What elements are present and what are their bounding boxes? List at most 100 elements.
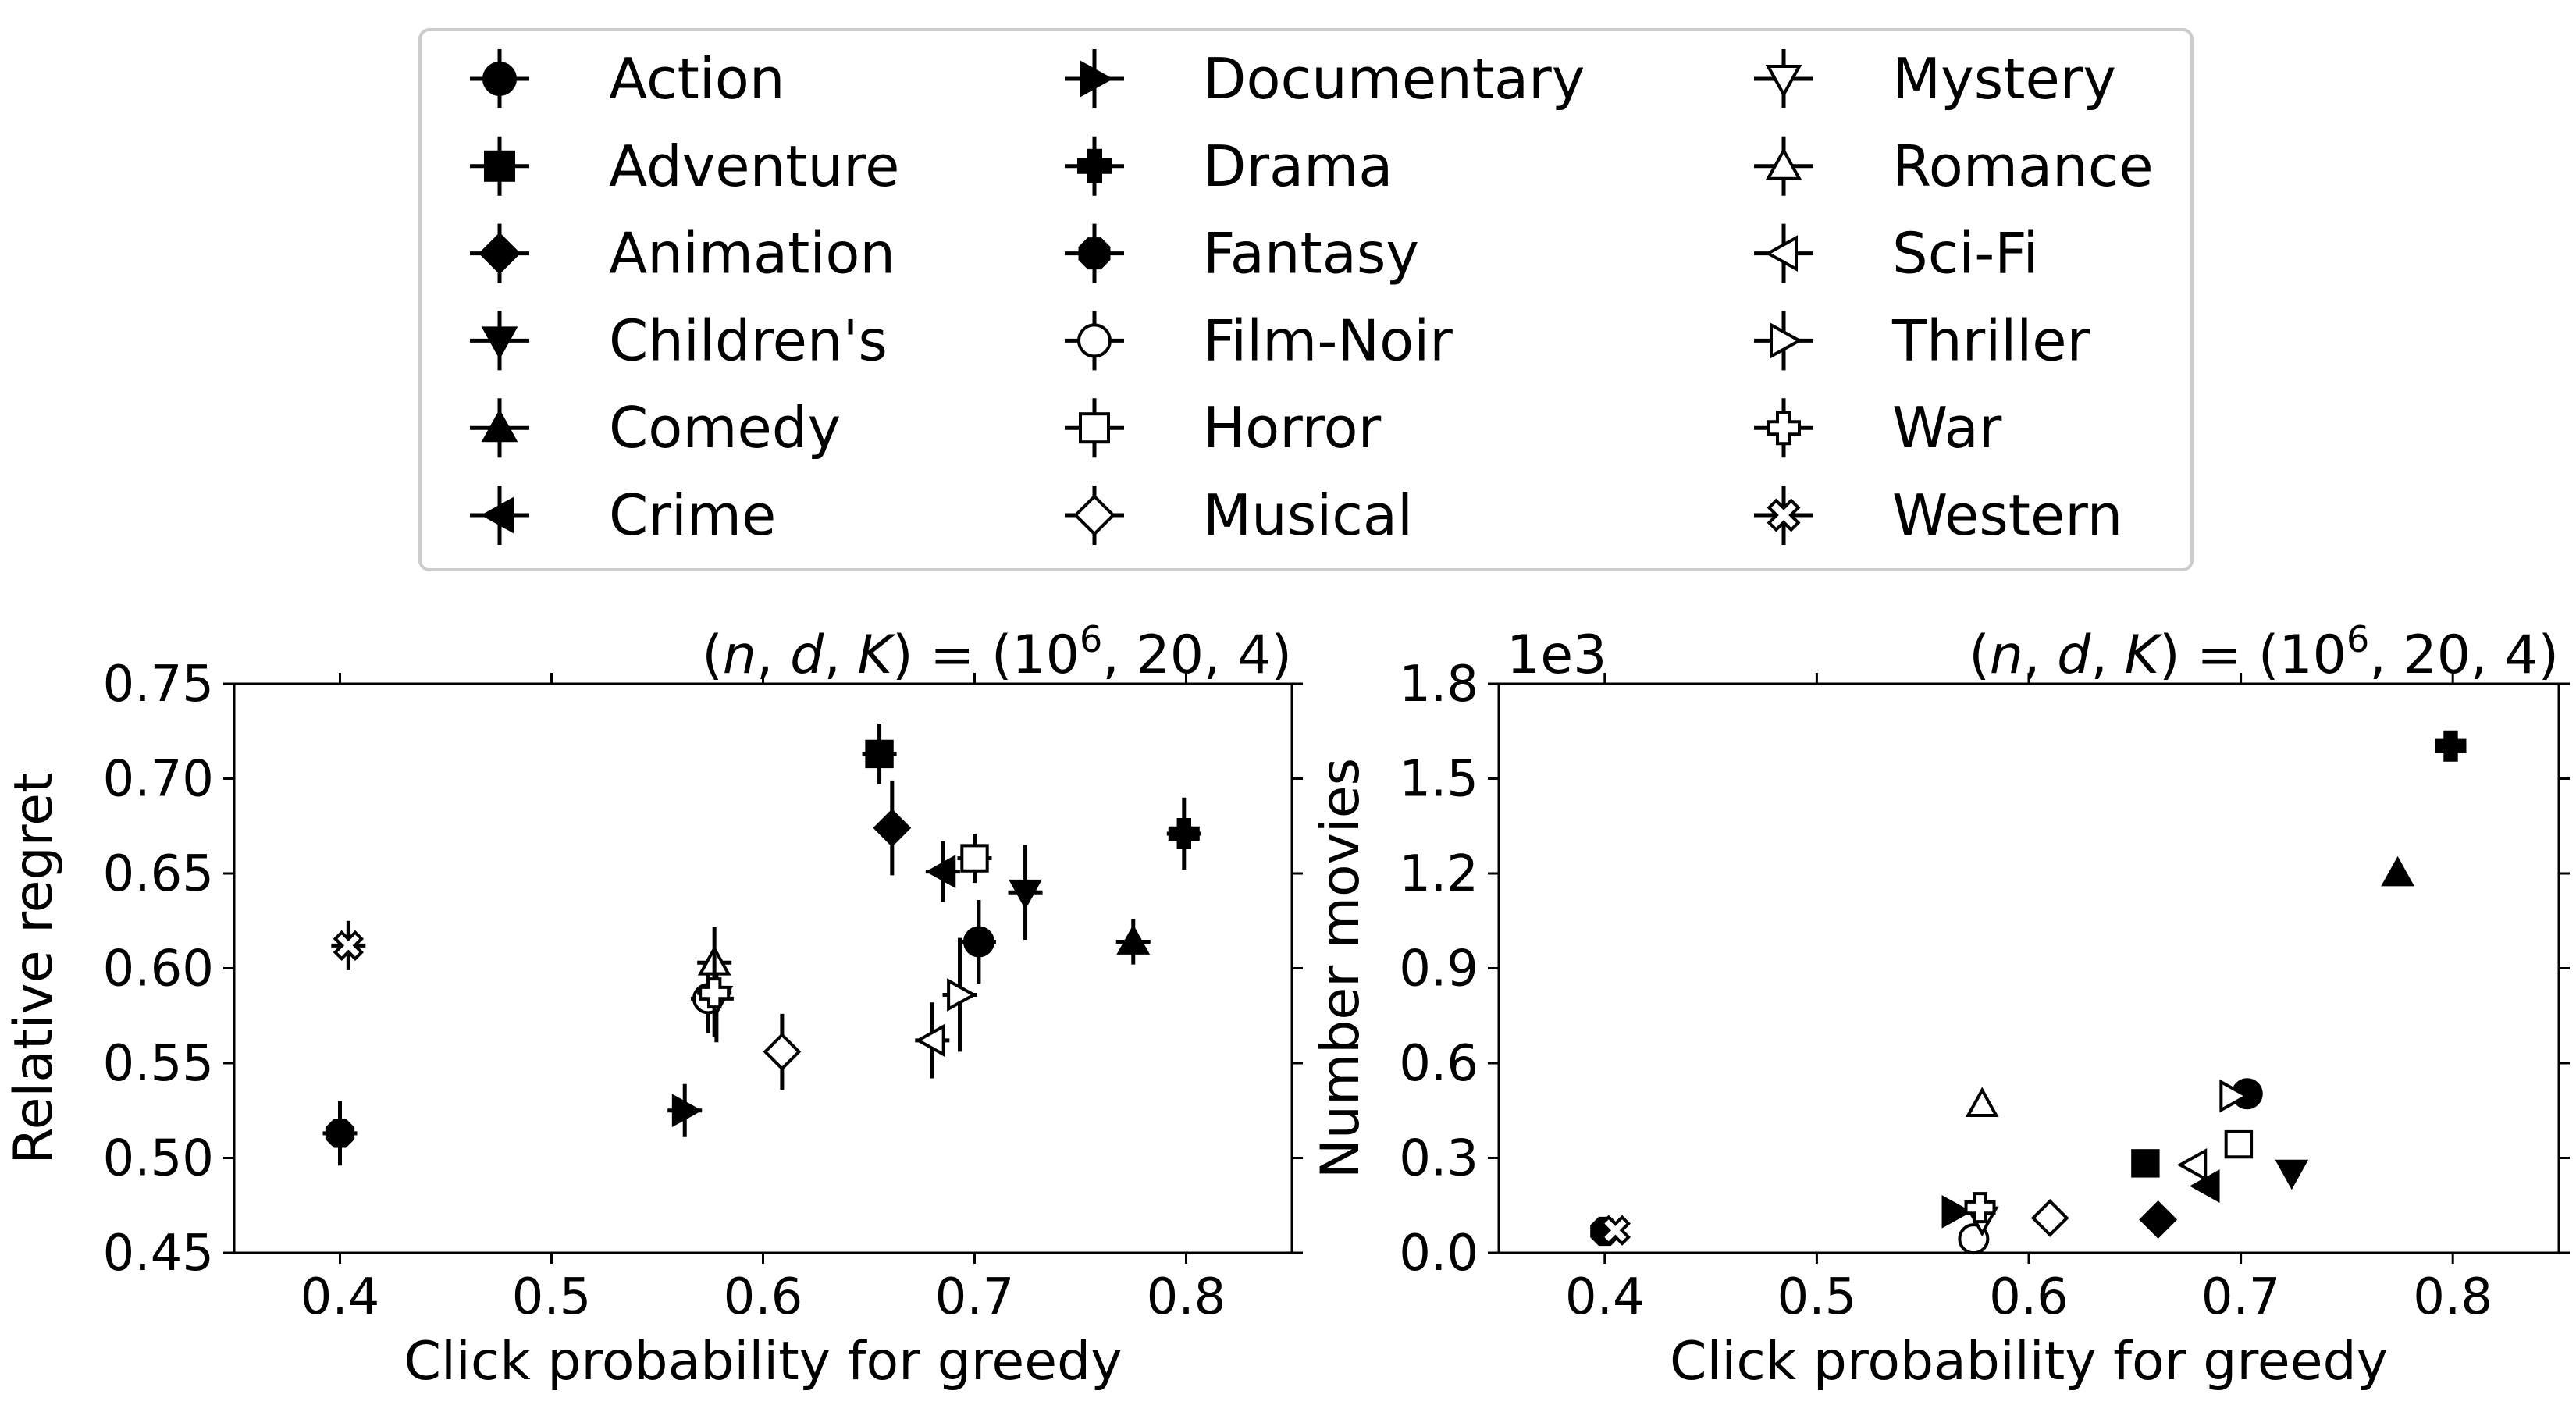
legend-marker-crime-icon [480, 496, 514, 534]
marker-fantasy [325, 1119, 355, 1148]
y-tick-label: 0.75 [103, 656, 215, 713]
legend-marker-animation-icon [479, 232, 521, 275]
marker-thriller [2219, 1079, 2250, 1113]
x-axis-label: Click probability for greedy [1670, 1331, 2388, 1393]
marker-adventure [865, 739, 894, 769]
marker-war [699, 977, 731, 1009]
legend-marker-horror-icon [1079, 412, 1110, 444]
legend-marker-thriller-icon [1770, 322, 1803, 359]
legend-marker-action-icon [482, 62, 517, 96]
legend-label-thriller: Thriller [1891, 308, 2090, 373]
marker-musical [2030, 1199, 2069, 1237]
marker-animation [873, 809, 912, 848]
legend-item-western: Western [1754, 482, 2122, 548]
data-point-adventure [862, 724, 897, 784]
marker-romance [1965, 1087, 1999, 1118]
legend-label-documentary: Documentary [1203, 46, 1585, 112]
legend-item-romance: Romance [1754, 133, 2154, 199]
data-point-documentary [667, 1083, 703, 1137]
y-tick-label: 1.2 [1399, 845, 1478, 903]
marker-comedy [2381, 855, 2414, 887]
x-tick-label: 0.8 [2413, 1268, 2492, 1326]
marker-western [1599, 1215, 1631, 1246]
x-tick-label: 0.7 [2201, 1268, 2281, 1326]
x-tick-label: 0.4 [301, 1268, 380, 1326]
y-tick-label: 1.8 [1399, 656, 1478, 713]
legend-marker-sci-fi-icon [1764, 235, 1798, 272]
data-point-musical [2030, 1199, 2069, 1237]
marker-documentary [1941, 1194, 1973, 1229]
legend-item-musical: Musical [1065, 482, 1413, 548]
legend-marker-adventure-icon [484, 150, 515, 182]
legend-item-sci-fi: Sci-Fi [1754, 221, 2038, 286]
y-tick-label: 0.9 [1399, 941, 1478, 998]
data-point-children-s [2275, 1159, 2309, 1190]
data-point-western [1599, 1215, 1631, 1246]
legend-label-horror: Horror [1203, 395, 1382, 461]
legend-frame [418, 28, 2194, 571]
marker-sci-fi [2176, 1148, 2208, 1182]
data-point-drama [2435, 730, 2467, 762]
marker-animation [2139, 1200, 2178, 1239]
legend-item-documentary: Documentary [1065, 46, 1585, 112]
legend-label-romance: Romance [1892, 133, 2154, 199]
legend-item-mystery: Mystery [1754, 46, 2116, 112]
marker-documentary [671, 1094, 703, 1128]
y-scale-label: 1e3 [1507, 624, 1606, 686]
legend-marker-fantasy-icon [1078, 237, 1111, 270]
x-axis-label: Click probability for greedy [404, 1331, 1123, 1393]
x-tick-label: 0.6 [1989, 1268, 2069, 1326]
legend-marker-film-noir-icon [1077, 323, 1112, 358]
y-tick-label: 0.6 [1399, 1035, 1478, 1093]
legend-marker-drama-icon [1077, 148, 1112, 183]
marker-children-s [2275, 1159, 2309, 1190]
data-point-horror [2224, 1129, 2254, 1159]
x-tick-label: 0.7 [935, 1268, 1015, 1326]
legend-item-children-s: Children's [470, 308, 888, 373]
legend-label-war: War [1892, 395, 2002, 461]
legend-label-mystery: Mystery [1892, 46, 2116, 112]
data-point-children-s [1008, 845, 1043, 941]
legend-label-action: Action [609, 46, 785, 112]
data-point-sci-fi [915, 1002, 950, 1079]
panel-number-movies: 0.4 0.5 0.6 0.7 0.8 0.0 0.3 0.6 0.9 1.2 1.5 1.8 Clic… [1310, 618, 2570, 1393]
marker-sci-fi [915, 1023, 945, 1058]
legend-marker-western-icon [1767, 498, 1801, 532]
marker-children-s [1009, 879, 1042, 910]
marker-musical [763, 1032, 802, 1071]
y-tick-label: 0.60 [103, 941, 215, 998]
legend-label-musical: Musical [1203, 482, 1413, 548]
legend-item-animation: Animation [470, 221, 895, 286]
y-tick-label: 0.65 [103, 845, 215, 903]
data-point-animation [873, 780, 912, 876]
legend-label-drama: Drama [1203, 133, 1393, 199]
panel-title: (n, d, K) = (106, 20, 4) [1969, 618, 2559, 686]
legend-label-crime: Crime [609, 482, 776, 548]
data-point-sci-fi [2176, 1148, 2208, 1182]
legend-label-children-s: Children's [609, 308, 888, 373]
data-point-action [961, 900, 996, 984]
panel-relative-regret: 0.4 0.5 0.6 0.7 0.8 0.45 0.50 0.55 0.60 0.65 0.70 0… [3, 618, 1303, 1393]
data-point-horror [957, 833, 992, 884]
legend-item-war: War [1754, 395, 2002, 461]
y-tick-label: 0.45 [103, 1225, 215, 1282]
marker-war [1964, 1192, 1996, 1224]
data-point-adventure [2131, 1149, 2160, 1178]
data-point-documentary [1941, 1194, 1973, 1229]
marker-drama [2435, 730, 2467, 762]
x-tick-label: 0.8 [1147, 1268, 1226, 1326]
legend-item-film-noir: Film-Noir [1065, 308, 1453, 373]
data-point-crime [925, 841, 960, 902]
legend-marker-documentary-icon [1080, 60, 1114, 98]
y-tick-label: 0.55 [103, 1035, 215, 1093]
marker-drama [1168, 817, 1200, 849]
data-point-musical [763, 1013, 802, 1090]
legend: Action Adventure Animation Children's Comedy… [418, 28, 2194, 571]
data-point-comedy [1115, 919, 1151, 965]
marker-horror [960, 844, 989, 873]
legend-marker-children-s-icon [481, 326, 518, 360]
legend-item-crime: Crime [470, 482, 776, 548]
legend-marker-musical-icon [1073, 494, 1115, 536]
legend-label-adventure: Adventure [609, 133, 899, 199]
